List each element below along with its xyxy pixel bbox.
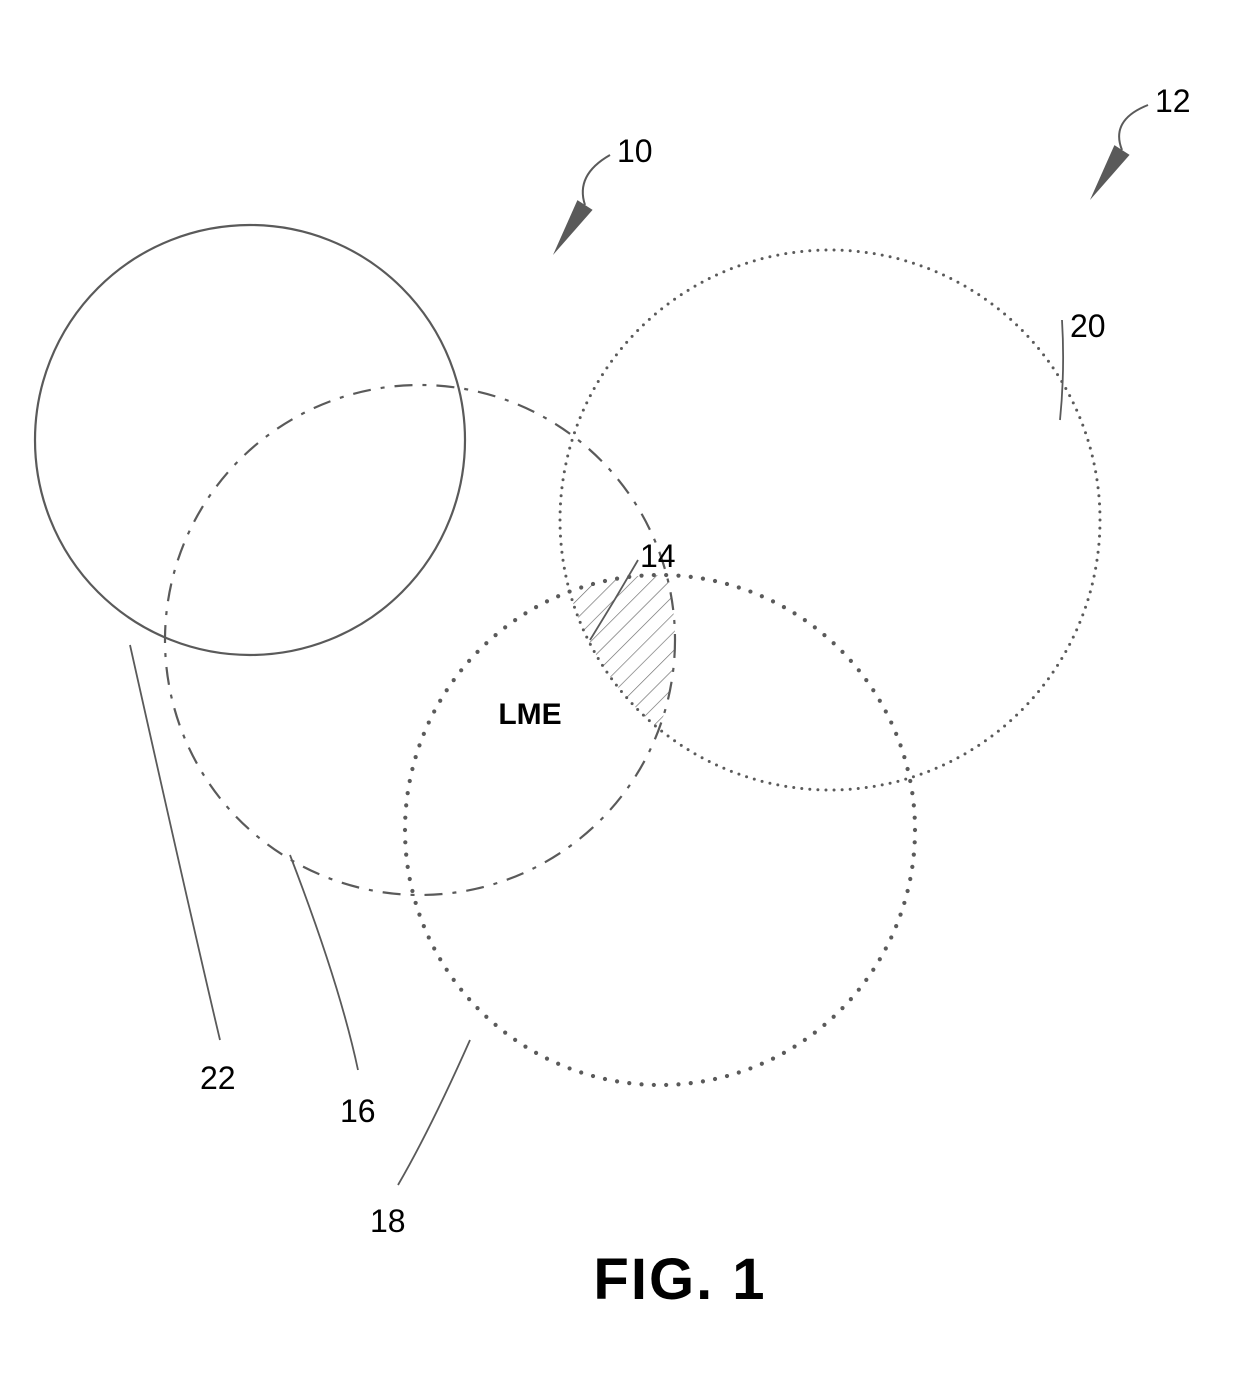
- diagram-svg: [0, 0, 1240, 1395]
- leader-l18: [398, 1040, 470, 1185]
- arrow-head-a12: [1090, 145, 1130, 200]
- leader-l22: [130, 645, 220, 1040]
- ref-10-label: 10: [617, 135, 653, 167]
- ref-18-label: 18: [370, 1205, 406, 1237]
- leader-l20: [1060, 320, 1063, 420]
- ref-14-label: 14: [640, 540, 676, 572]
- diagram-stage: 22 16 18 20 14 10 12 LME FIG. 1: [0, 0, 1240, 1395]
- arrow-tail-a12: [1119, 105, 1148, 150]
- intersection-region: [0, 0, 1240, 1395]
- ref-20-label: 20: [1070, 310, 1106, 342]
- arrow-head-a10: [553, 200, 593, 255]
- circle-c22: [35, 225, 465, 655]
- ref-22-label: 22: [200, 1062, 236, 1094]
- ref-16-label: 16: [340, 1095, 376, 1127]
- leader-l16: [290, 855, 358, 1070]
- ref-12-label: 12: [1155, 85, 1191, 117]
- arrow-tail-a10: [583, 155, 610, 205]
- intersection-label: LME: [498, 700, 561, 730]
- figure-label: FIG. 1: [593, 1251, 766, 1309]
